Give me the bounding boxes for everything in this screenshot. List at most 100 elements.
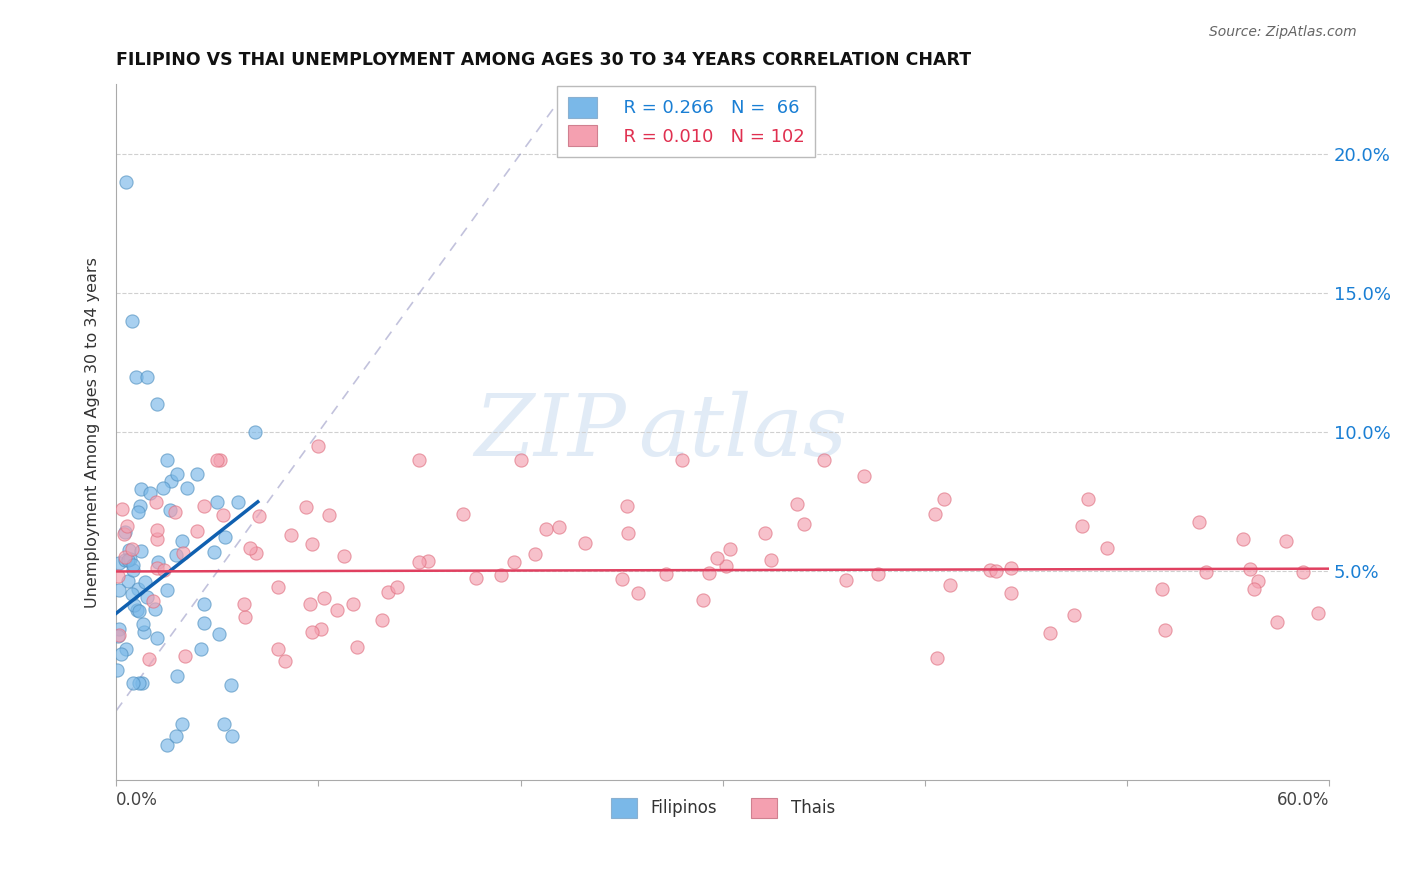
Point (128, 604, 150, 618)
Point (121, 587, 143, 601)
Point (117, 543, 139, 558)
Point (145, 397, 167, 411)
Point (1247, 574, 1270, 589)
Point (193, 615, 215, 630)
Point (105, 663, 128, 677)
Point (143, 602, 166, 616)
Point (754, 526, 776, 541)
Point (156, 739, 179, 753)
Point (146, 523, 169, 537)
Point (298, 597, 321, 611)
Point (121, 542, 143, 557)
Point (318, 508, 340, 523)
Point (655, 567, 678, 582)
Point (172, 546, 194, 560)
Point (697, 566, 720, 580)
Point (1292, 566, 1315, 580)
Point (193, 499, 215, 513)
Point (125, 369, 148, 384)
Point (208, 452, 231, 467)
Point (377, 584, 399, 599)
Point (1232, 533, 1254, 547)
Point (793, 516, 815, 531)
Point (925, 651, 948, 665)
Point (1275, 534, 1298, 549)
Point (387, 580, 409, 594)
Point (759, 553, 782, 567)
Point (301, 624, 323, 639)
Point (138, 485, 160, 500)
Point (186, 467, 208, 481)
Point (226, 495, 249, 509)
Point (107, 583, 129, 598)
Point (245, 546, 267, 560)
Point (212, 508, 235, 522)
Point (813, 453, 835, 467)
Point (274, 654, 297, 668)
Point (134, 625, 156, 640)
Point (706, 551, 728, 566)
Point (212, 716, 235, 731)
Point (1000, 586, 1022, 600)
Point (145, 495, 167, 509)
Point (326, 603, 349, 617)
Point (146, 560, 169, 574)
Point (114, 642, 136, 657)
Point (208, 627, 231, 641)
Point (924, 507, 946, 521)
Text: Source: ZipAtlas.com: Source: ZipAtlas.com (1209, 25, 1357, 39)
Point (131, 483, 153, 497)
Point (166, 467, 188, 481)
Point (114, 552, 136, 566)
Point (190, 641, 212, 656)
Point (464, 571, 486, 585)
Point (346, 640, 368, 655)
Point (131, 676, 153, 690)
Point (523, 547, 546, 561)
Point (416, 554, 439, 568)
Point (146, 556, 169, 570)
Point (1077, 492, 1099, 507)
Point (138, 652, 160, 666)
Point (235, 609, 257, 624)
Point (115, 519, 138, 533)
Point (163, 505, 186, 519)
Point (186, 524, 208, 539)
Point (193, 597, 215, 611)
Point (1152, 582, 1174, 596)
Legend: Filipinos, Thais: Filipinos, Thais (605, 791, 841, 824)
Text: FILIPINO VS THAI UNEMPLOYMENT AMONG AGES 30 TO 34 YEARS CORRELATION CHART: FILIPINO VS THAI UNEMPLOYMENT AMONG AGES… (117, 51, 972, 69)
Point (266, 580, 288, 594)
Point (127, 582, 149, 597)
Point (342, 597, 364, 611)
Point (371, 613, 394, 627)
Point (1153, 624, 1175, 638)
Point (111, 501, 134, 516)
Point (1243, 582, 1265, 597)
Point (491, 567, 513, 582)
Point (718, 541, 741, 556)
Point (114, 527, 136, 541)
Point (333, 549, 356, 563)
Point (1000, 561, 1022, 575)
Point (118, 552, 141, 566)
Point (128, 500, 150, 514)
Point (107, 629, 129, 643)
Point (221, 730, 243, 744)
Point (114, 524, 136, 539)
Point (1194, 565, 1216, 579)
Point (202, 545, 225, 559)
Point (1063, 608, 1085, 623)
Point (141, 593, 163, 607)
Point (616, 499, 638, 513)
Point (451, 508, 474, 522)
Point (612, 572, 634, 586)
Point (1039, 626, 1062, 640)
Point (1306, 606, 1329, 620)
Point (134, 574, 156, 589)
Point (503, 555, 526, 569)
Point (117, 574, 139, 588)
Point (156, 453, 179, 467)
Point (1097, 541, 1119, 555)
Point (617, 526, 640, 541)
